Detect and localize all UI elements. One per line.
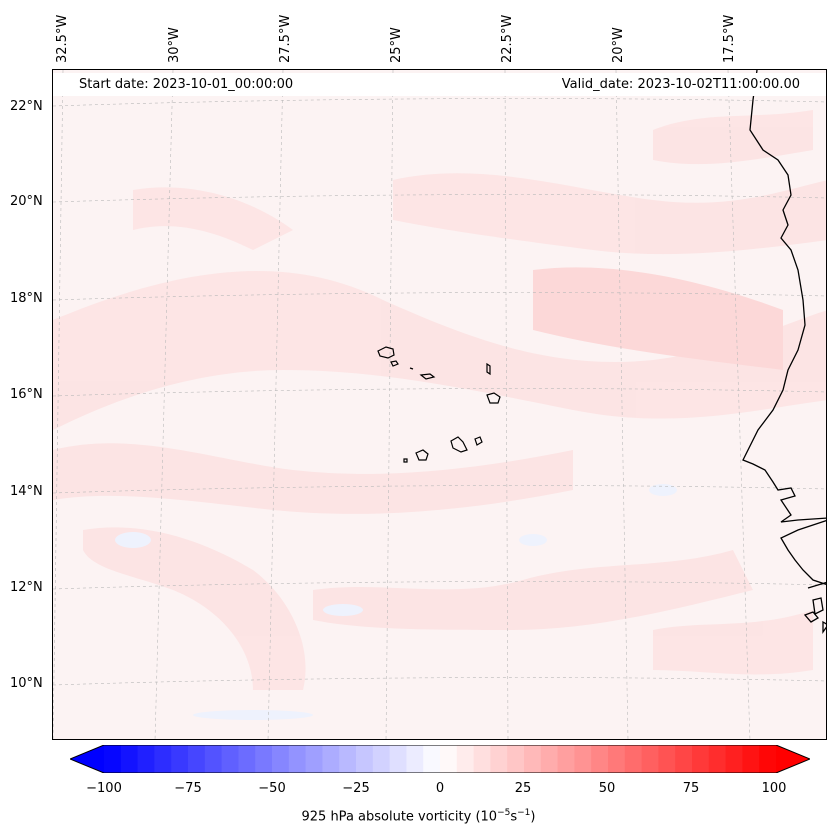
colorbar-segment	[574, 745, 592, 773]
lon-label: 22.5°W	[500, 14, 515, 63]
valid-date-label: Valid_date: 2023-10-02T11:00:00.00	[561, 77, 800, 92]
map-info-bar: Start date: 2023-10-01_00:00:00 Valid_da…	[53, 73, 826, 96]
colorbar-tick-label: 100	[761, 781, 787, 796]
lat-label: 22°N	[10, 99, 43, 114]
colorbar-segment	[255, 745, 273, 773]
africa-coastline	[742, 70, 826, 635]
colorbar-segment	[406, 745, 424, 773]
lon-label: 27.5°W	[278, 14, 293, 63]
lat-label: 18°N	[10, 291, 43, 306]
colorbar-segment	[104, 745, 122, 773]
colorbar-segment	[120, 745, 139, 773]
lat-label: 12°N	[10, 580, 43, 595]
lon-label: 20°W	[611, 27, 626, 63]
vorticity-contours	[53, 110, 826, 690]
colorbar-segment	[608, 745, 626, 773]
colorbar-tick-label: 25	[514, 781, 532, 796]
colorbar-segment	[305, 745, 323, 773]
colorbar-tick-label: −75	[174, 781, 202, 796]
colorbar-segment	[708, 745, 727, 773]
lat-label: 16°N	[10, 387, 43, 402]
colorbar-segment	[524, 745, 542, 773]
colorbar-label-suffix: )	[530, 809, 536, 825]
vorticity-field	[53, 70, 826, 739]
colorbar-segment	[204, 745, 223, 773]
colorbar-gradient	[68, 744, 812, 774]
colorbar-segment	[725, 745, 743, 773]
colorbar-segment	[171, 745, 189, 773]
colorbar-segment	[759, 745, 777, 773]
colorbar-segment	[272, 745, 290, 773]
colorbar-segment	[456, 745, 475, 773]
colorbar-segment	[339, 745, 357, 773]
lat-label: 10°N	[10, 676, 43, 691]
lon-label: 32.5°W	[55, 14, 70, 63]
lat-label: 14°N	[10, 484, 43, 499]
map-gridlines	[53, 70, 826, 739]
colorbar-segment	[540, 745, 559, 773]
lon-label: 30°W	[167, 27, 182, 63]
lat-label: 20°N	[10, 194, 43, 209]
colorbar-segment	[372, 745, 391, 773]
colorbar-segment	[473, 745, 491, 773]
colorbar-segment	[440, 745, 458, 773]
colorbar	[68, 744, 812, 774]
colorbar-segment	[624, 745, 643, 773]
colorbar-label-exp2: −1	[517, 808, 531, 818]
colorbar-segment	[507, 745, 525, 773]
colorbar-tick-label: 0	[435, 781, 445, 796]
colorbar-max-arrow	[776, 745, 810, 773]
colorbar-segment	[238, 745, 256, 773]
colorbar-segment	[188, 745, 206, 773]
colorbar-segment	[675, 745, 693, 773]
colorbar-segment	[356, 745, 374, 773]
cape-verde-islands	[377, 346, 501, 463]
map-panel[interactable]	[52, 69, 827, 740]
colorbar-min-arrow	[70, 745, 104, 773]
colorbar-label: 925 hPa absolute vorticity (10−5s−1)	[0, 808, 837, 824]
colorbar-segment	[658, 745, 676, 773]
colorbar-segment	[221, 745, 239, 773]
colorbar-label-mid: s	[510, 809, 518, 825]
lon-label: 25°W	[389, 27, 404, 63]
colorbar-segment	[692, 745, 710, 773]
negative-vorticity-patches	[115, 484, 677, 720]
colorbar-segment	[288, 745, 307, 773]
colorbar-segment	[423, 745, 441, 773]
lon-label: 17.5°W	[722, 14, 737, 63]
colorbar-segment	[591, 745, 609, 773]
colorbar-tick-label: 50	[598, 781, 616, 796]
colorbar-segment	[641, 745, 659, 773]
colorbar-label-exp1: −5	[497, 808, 511, 818]
start-date-label: Start date: 2023-10-01_00:00:00	[79, 77, 294, 92]
colorbar-tick-label: 75	[682, 781, 700, 796]
colorbar-segment	[490, 745, 508, 773]
colorbar-tick-label: −50	[258, 781, 286, 796]
colorbar-segment	[389, 745, 407, 773]
colorbar-tick-label: −25	[342, 781, 370, 796]
colorbar-segment	[322, 745, 340, 773]
colorbar-segment	[742, 745, 760, 773]
colorbar-tick-label: −100	[86, 781, 122, 796]
colorbar-segment	[137, 745, 155, 773]
colorbar-segment	[557, 745, 575, 773]
colorbar-label-prefix: 925 hPa absolute vorticity (10	[301, 809, 498, 825]
colorbar-segment	[154, 745, 172, 773]
